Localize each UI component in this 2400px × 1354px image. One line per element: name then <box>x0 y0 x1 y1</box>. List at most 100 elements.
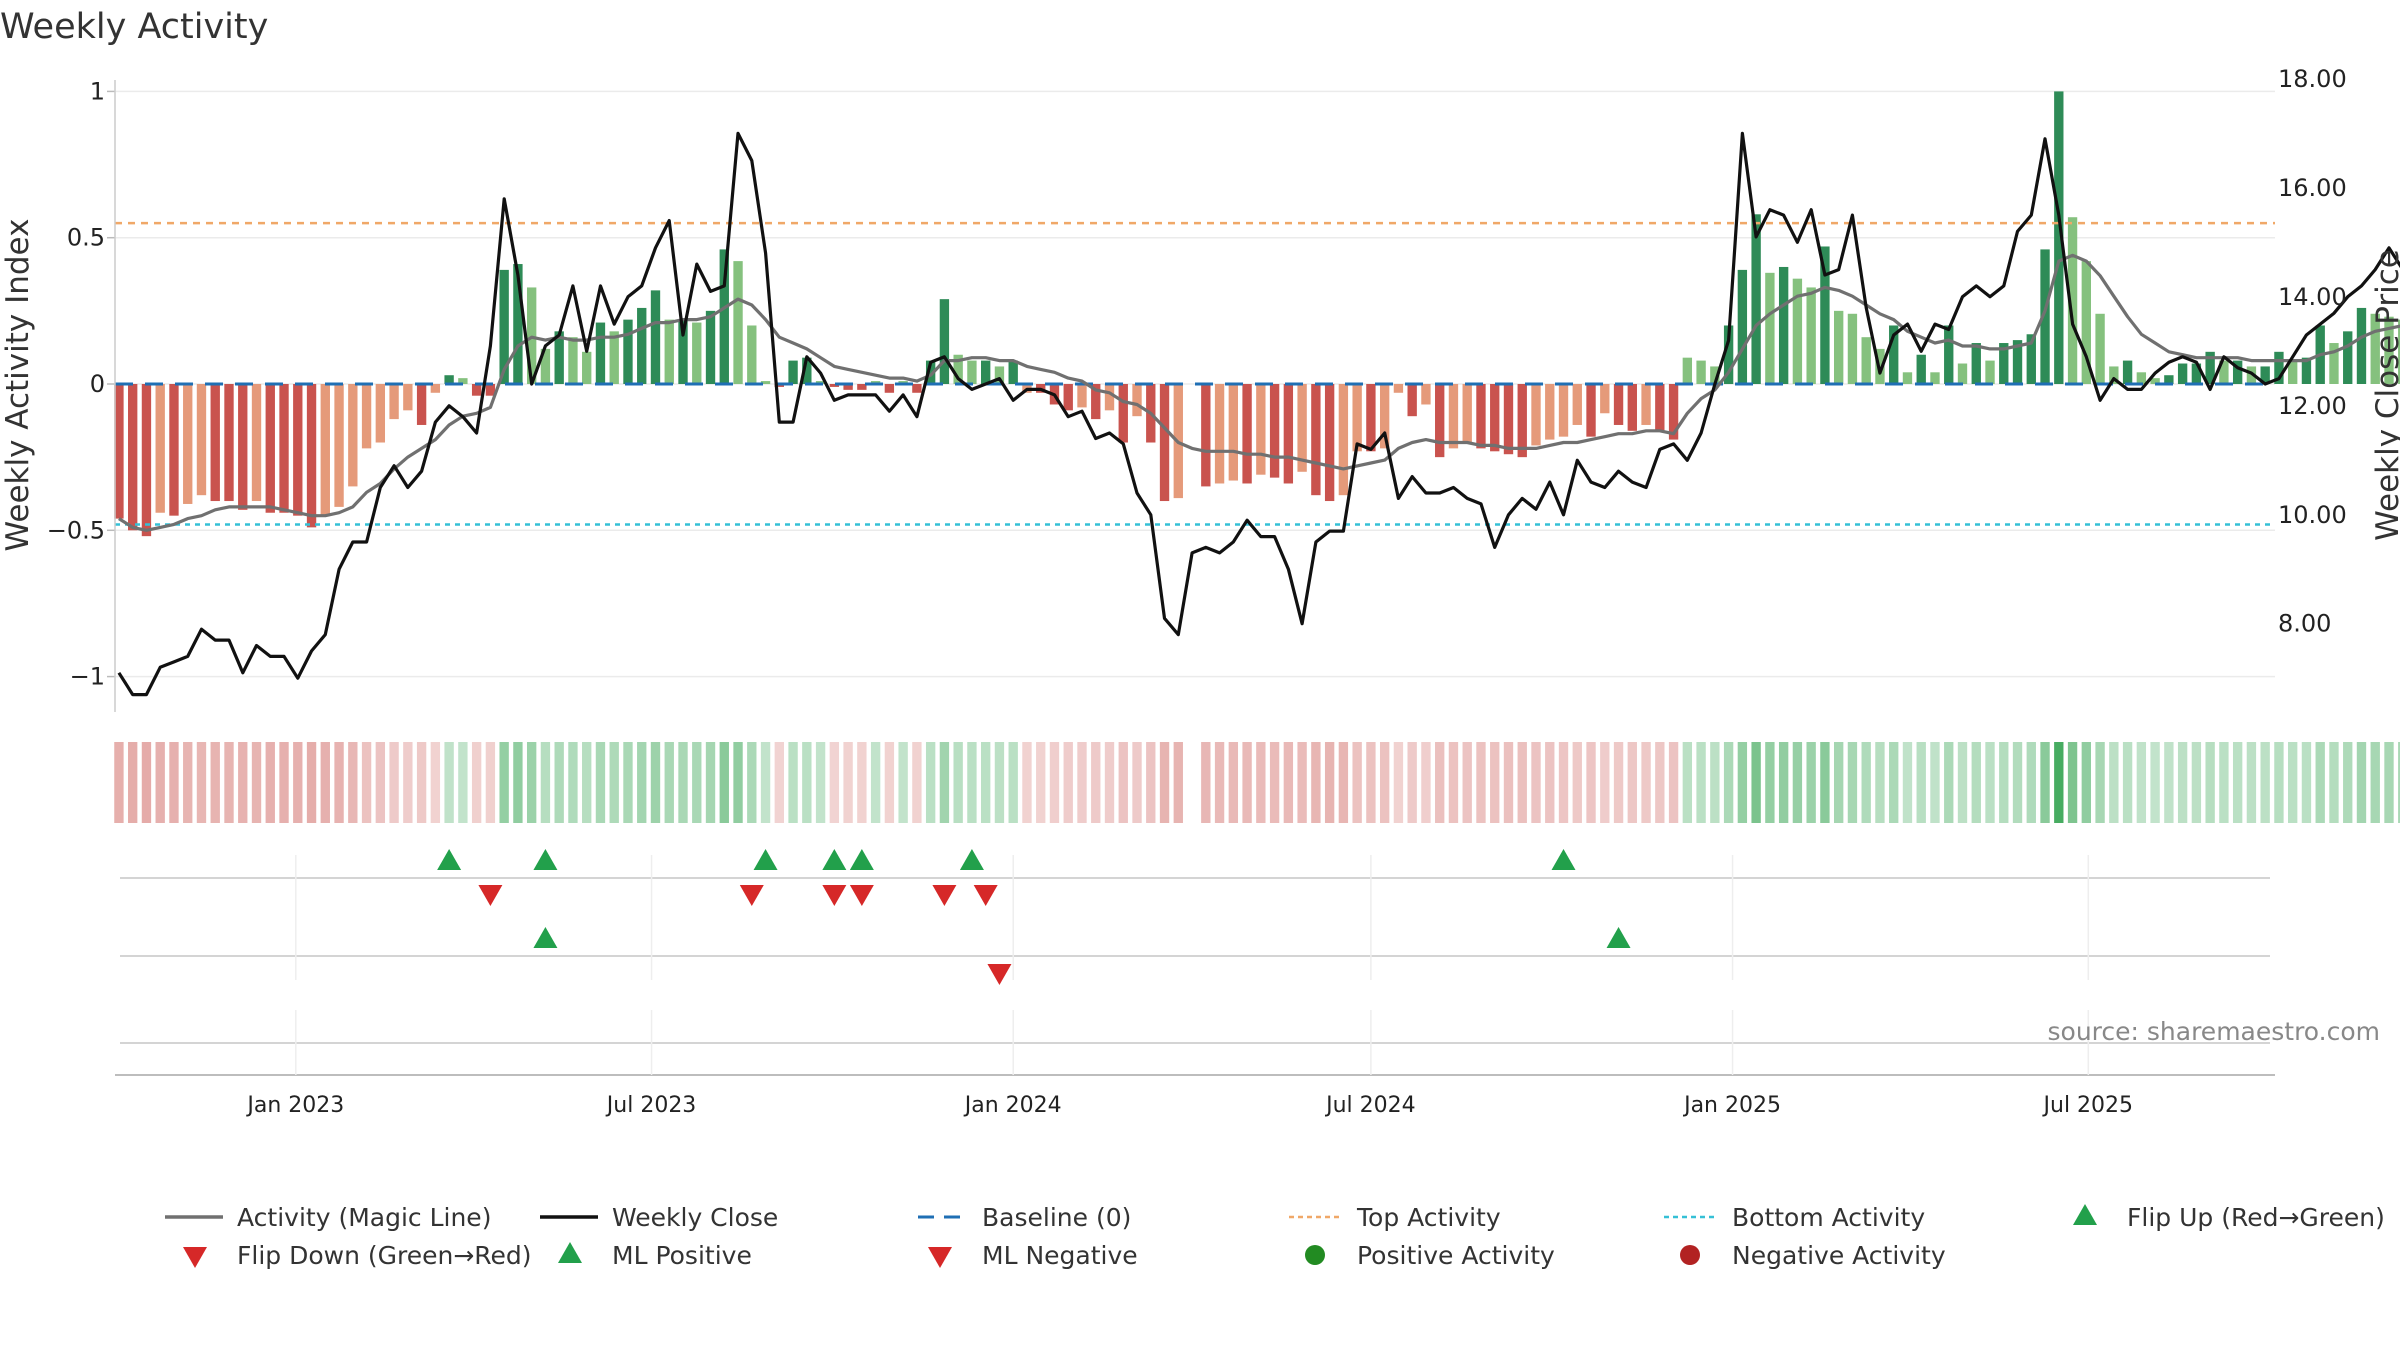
heat-cell <box>1930 742 1940 823</box>
heat-cell <box>678 742 688 823</box>
activity-bar <box>1847 313 1858 384</box>
heat-cell <box>1036 742 1046 823</box>
activity-bar <box>485 384 496 396</box>
legend-label: Activity (Magic Line) <box>237 1203 491 1232</box>
legend-swatch-triangle-up <box>558 1242 582 1263</box>
heat-cell <box>939 742 950 823</box>
heat-cell <box>1352 742 1362 823</box>
heat-cell <box>1022 742 1032 823</box>
activity-bar <box>1297 384 1307 472</box>
activity-bar <box>1696 360 1706 384</box>
heat-cell <box>1985 742 1995 823</box>
flip-up-marker <box>959 849 984 870</box>
activity-bar <box>279 384 289 513</box>
activity-bar <box>802 357 812 384</box>
activity-bar <box>1641 384 1651 425</box>
flip-up-marker <box>822 849 847 870</box>
legend-item: Top Activity <box>1289 1203 1501 1232</box>
activity-bar <box>2136 372 2147 384</box>
activity-bar <box>939 299 950 384</box>
activity-bar <box>1999 343 2009 384</box>
legend-label: Flip Up (Red→Green) <box>2127 1203 2385 1232</box>
heat-cell <box>664 742 674 823</box>
heat-cell <box>1283 742 1294 823</box>
flip-down-marker <box>739 885 764 906</box>
activity-bar <box>1737 269 1748 384</box>
activity-bar <box>540 348 551 384</box>
heat-cell <box>361 742 372 823</box>
activity-bar <box>293 384 303 516</box>
activity-bar <box>719 249 729 384</box>
activity-bar <box>1957 363 1968 384</box>
activity-bar <box>2054 91 2064 384</box>
x-tick-label: Jan 2024 <box>963 1093 1062 1118</box>
activity-bar <box>1517 384 1527 458</box>
heat-cell <box>1104 742 1115 823</box>
legend-item: Activity (Magic Line) <box>165 1203 491 1232</box>
activity-bar <box>967 360 977 384</box>
heat-cell <box>169 742 179 823</box>
legend-label: Top Activity <box>1356 1203 1501 1232</box>
heat-cell <box>1778 742 1789 823</box>
legend-swatch-circle <box>1680 1245 1700 1265</box>
activity-bar <box>2288 360 2298 384</box>
activity-bar <box>1916 354 1926 384</box>
flip-down-marker <box>849 885 874 906</box>
heat-cell <box>1366 742 1376 823</box>
activity-bar <box>2164 375 2174 384</box>
activity-bar <box>1558 384 1569 437</box>
flip-down-marker <box>822 885 847 906</box>
legend-label: ML Positive <box>612 1241 752 1270</box>
flip-up-marker <box>437 849 462 870</box>
heat-cell <box>1600 742 1610 823</box>
activity-bar <box>692 322 702 384</box>
activity-bar <box>747 325 757 384</box>
heat-cell <box>1833 742 1844 823</box>
heat-cell <box>2122 742 2133 823</box>
y-right-tick-label: 18.00 <box>2278 65 2347 93</box>
heat-cell <box>843 742 853 823</box>
heat-cell <box>2260 742 2270 823</box>
activity-bar <box>2040 249 2050 384</box>
activity-bar <box>1132 384 1142 417</box>
activity-bar <box>1682 357 1693 384</box>
activity-bar <box>1242 384 1252 484</box>
heat-cell <box>1668 742 1679 823</box>
activity-bar <box>210 384 220 502</box>
heat-cell <box>1792 742 1803 823</box>
activity-bar <box>2081 261 2091 384</box>
heat-cell <box>1902 742 1913 823</box>
activity-bar <box>1159 384 1170 502</box>
activity-bar <box>1820 246 1830 384</box>
activity-bar <box>1586 384 1596 437</box>
activity-bar <box>389 384 399 420</box>
heat-cell <box>1008 742 1018 823</box>
activity-bar <box>2246 366 2257 384</box>
activity-bar <box>334 384 344 507</box>
activity-bar <box>2205 351 2215 384</box>
heat-cell <box>155 742 165 823</box>
heat-cell <box>279 742 289 823</box>
legend-swatch-triangle-down <box>183 1247 207 1268</box>
heat-cell <box>1861 742 1871 823</box>
flip-up-marker <box>533 849 558 870</box>
activity-bar <box>1792 278 1803 384</box>
activity-bar <box>1462 384 1472 443</box>
activity-bar <box>1902 372 1913 384</box>
heat-cell <box>2205 742 2215 823</box>
flip-down-marker <box>932 885 957 906</box>
activity-bar <box>650 290 661 384</box>
heat-cell <box>2012 742 2023 823</box>
activity-bar <box>1545 384 1555 440</box>
legend-label: ML Negative <box>982 1241 1138 1270</box>
heat-cell <box>1159 742 1170 823</box>
activity-bar <box>582 351 592 384</box>
heat-cell <box>2315 742 2325 823</box>
heat-cell <box>2136 742 2147 823</box>
y-right-tick-label: 12.00 <box>2278 392 2347 420</box>
y-right-tick-label: 8.00 <box>2278 610 2331 638</box>
heat-cell <box>870 742 881 823</box>
activity-bar <box>1379 384 1390 449</box>
heat-cell <box>499 742 509 823</box>
activity-bar <box>114 384 124 519</box>
